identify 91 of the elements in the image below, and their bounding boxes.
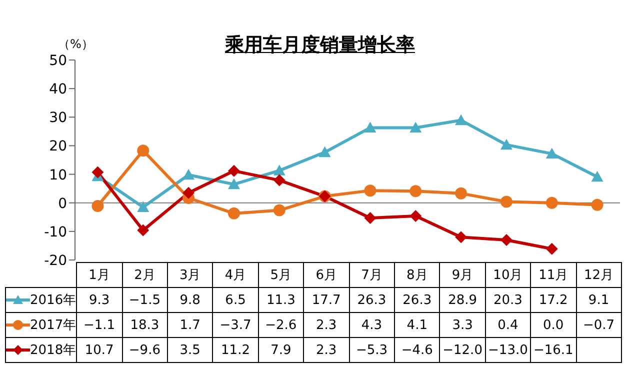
data-label: 7.9 bbox=[258, 338, 304, 362]
point bbox=[591, 198, 604, 211]
legend-label: 2016年 bbox=[30, 293, 76, 308]
point bbox=[455, 231, 468, 244]
y-axis-title: （%） bbox=[58, 36, 94, 53]
data-label: 9.3 bbox=[76, 288, 122, 312]
chart-title: 乘用车月度销量增长率 bbox=[225, 34, 415, 56]
point bbox=[455, 114, 468, 126]
data-label: 4.3 bbox=[349, 312, 394, 338]
point bbox=[273, 174, 286, 186]
data-label: −3.7 bbox=[212, 312, 258, 338]
point bbox=[92, 166, 104, 178]
x-tick-label: 3月 bbox=[167, 262, 213, 288]
data-label: 11.2 bbox=[212, 338, 258, 362]
point bbox=[410, 210, 422, 222]
data-label: 17.7 bbox=[304, 288, 350, 312]
data-label: 28.9 bbox=[440, 288, 486, 312]
x-tick-label: 2月 bbox=[122, 262, 168, 288]
y-tick-label: 20 bbox=[49, 138, 67, 155]
point bbox=[546, 148, 558, 159]
data-label: 1.7 bbox=[167, 312, 213, 338]
y-tick-label: -20 bbox=[44, 252, 67, 269]
data-label: −9.6 bbox=[122, 338, 168, 362]
data-label: −1.5 bbox=[122, 288, 168, 312]
data-label: 6.5 bbox=[212, 288, 258, 312]
point bbox=[546, 196, 558, 209]
point bbox=[182, 168, 195, 180]
data-label: 26.3 bbox=[394, 288, 440, 312]
point bbox=[455, 187, 468, 200]
point bbox=[500, 196, 512, 208]
x-tick-label: 7月 bbox=[349, 262, 394, 288]
point bbox=[500, 138, 512, 150]
data-label: −5.3 bbox=[349, 338, 394, 362]
point bbox=[228, 207, 240, 220]
data-label: 9.1 bbox=[576, 288, 622, 312]
point bbox=[137, 224, 150, 236]
x-tick-label: 9月 bbox=[440, 262, 486, 288]
x-tick-label: 12月 bbox=[576, 262, 622, 288]
x-tick-label: 1月 bbox=[76, 262, 122, 288]
x-tick-label: 4月 bbox=[212, 262, 258, 288]
data-label: −16.1 bbox=[530, 338, 576, 362]
point bbox=[591, 170, 604, 182]
point bbox=[364, 184, 376, 197]
point bbox=[137, 144, 150, 157]
legend-label: 2017年 bbox=[30, 318, 76, 333]
y-tick-label: 50 bbox=[49, 52, 67, 69]
x-tick-label: 5月 bbox=[258, 262, 304, 288]
x-tick-label: 8月 bbox=[394, 262, 440, 288]
y-tick-label: 30 bbox=[49, 110, 67, 126]
y-tick-label: -10 bbox=[44, 224, 67, 240]
data-label: −13.0 bbox=[485, 338, 531, 362]
data-label: 10.7 bbox=[76, 338, 122, 362]
point bbox=[273, 164, 286, 176]
point bbox=[228, 178, 240, 190]
point bbox=[92, 200, 104, 212]
point bbox=[137, 201, 150, 212]
data-label: 4.1 bbox=[394, 312, 440, 338]
point bbox=[410, 185, 422, 198]
data-label: 26.3 bbox=[349, 288, 394, 312]
point bbox=[182, 186, 195, 199]
data-label: 0.4 bbox=[485, 312, 531, 338]
data-label: 2.3 bbox=[304, 338, 350, 362]
data-label: −2.6 bbox=[258, 312, 304, 338]
data-label: −12.0 bbox=[440, 338, 486, 362]
data-label: 3.5 bbox=[167, 338, 213, 362]
point bbox=[364, 122, 376, 133]
data-label: 2.3 bbox=[304, 312, 350, 338]
legend-label: 2018年 bbox=[30, 343, 76, 358]
y-tick-label: 0 bbox=[58, 196, 67, 212]
data-label: −4.6 bbox=[394, 338, 440, 362]
data-label: 20.3 bbox=[485, 288, 531, 312]
data-label: 3.3 bbox=[440, 312, 486, 338]
point bbox=[546, 242, 558, 255]
x-tick-label: 11月 bbox=[530, 262, 576, 288]
x-tick-label: 10月 bbox=[485, 262, 531, 288]
y-tick-label: 40 bbox=[49, 82, 67, 98]
point bbox=[318, 146, 331, 158]
point bbox=[500, 234, 512, 246]
data-label: 18.3 bbox=[122, 312, 168, 338]
data-label: −0.7 bbox=[576, 312, 622, 338]
point bbox=[410, 122, 422, 133]
y-tick-label: 10 bbox=[49, 167, 67, 184]
x-tick-label: 6月 bbox=[304, 262, 350, 288]
data-label: 9.8 bbox=[167, 288, 213, 312]
data-label: 0.0 bbox=[530, 312, 576, 338]
point bbox=[228, 164, 240, 177]
data-label: 17.2 bbox=[530, 288, 576, 312]
data-label: 11.3 bbox=[258, 288, 304, 312]
point bbox=[273, 204, 286, 216]
data-label: −1.1 bbox=[76, 312, 122, 338]
point bbox=[364, 212, 376, 224]
